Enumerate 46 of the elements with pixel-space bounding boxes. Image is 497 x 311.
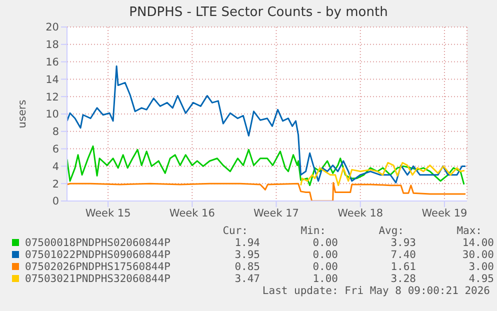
y-tick-label: 8 — [52, 126, 59, 138]
text: 1.00 — [312, 273, 338, 285]
y-tick-label: 20 — [46, 22, 59, 34]
text: Max: — [456, 225, 483, 237]
x-tick-label: Week 18 — [338, 207, 384, 220]
text: 0.00 — [312, 261, 338, 273]
text: 1.94 — [234, 237, 260, 249]
line-series — [67, 65, 466, 184]
chart-title: PNDPHS - LTE Sector Counts - by month — [128, 5, 389, 21]
x-tick-label: Week 15 — [85, 207, 131, 220]
y-tick-label: 2 — [52, 178, 59, 190]
y-tick-label: 14 — [46, 74, 60, 86]
legend-label: 07503021PNDPHS32060844P — [24, 273, 172, 285]
text: Last update: Fri May 8 09:00:21 2026 — [261, 285, 490, 297]
y-tick-label: 18 — [46, 39, 59, 52]
line-series — [67, 145, 465, 186]
text: Min: — [300, 225, 327, 237]
text: 3.93 — [390, 237, 416, 249]
text: 3.00 — [468, 261, 494, 273]
text: 3.28 — [390, 273, 416, 285]
x-tick-label: Week 19 — [422, 207, 468, 220]
text: 0.00 — [312, 237, 338, 249]
text: 3.47 — [234, 273, 260, 285]
y-tick-label: 12 — [46, 91, 59, 104]
y-tick-label: 4 — [52, 160, 60, 173]
x-tick-label: Week 17 — [254, 207, 299, 220]
y-tick-label: 16 — [46, 56, 60, 69]
y-tick-label: 10 — [46, 108, 59, 121]
text: Cur: — [222, 225, 249, 237]
text: 14.00 — [461, 237, 494, 249]
y-tick-label: 6 — [52, 144, 60, 156]
text: 7.40 — [390, 249, 416, 261]
x-tick-label: Week 16 — [169, 207, 216, 220]
legend-label: 07501022PNDPHS09060844P — [24, 249, 172, 261]
y-axis-title: users — [16, 100, 29, 128]
legend-label: 07500018PNDPHS02060844P — [24, 237, 172, 249]
line-series — [300, 162, 466, 186]
legend-label: 07502026PNDPHS17560844P — [24, 261, 172, 273]
text: 4.95 — [468, 273, 494, 285]
y-tick-label: 0 — [52, 196, 59, 208]
text: 3.95 — [234, 249, 260, 261]
text: 0.00 — [312, 249, 338, 261]
text: Avg: — [378, 225, 405, 237]
text: 30.00 — [461, 249, 494, 261]
text: 1.61 — [390, 261, 416, 273]
text: 0.85 — [234, 261, 260, 273]
